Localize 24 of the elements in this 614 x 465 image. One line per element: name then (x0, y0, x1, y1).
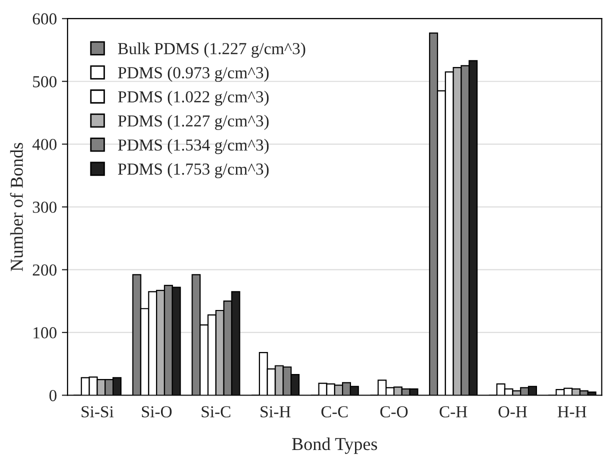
x-tick-label: Si-O (142, 406, 172, 418)
legend-label: PDMS (1.753 g/cm^3) (118, 163, 269, 178)
x-tick-label: Si-C (202, 406, 230, 418)
x-tick-label: C-C (321, 406, 348, 418)
y-axis-title: Number of Bonds (10, 142, 23, 272)
legend-label: PDMS (0.973 g/cm^3) (118, 66, 269, 82)
y-tick-label: 500 (33, 76, 56, 88)
y-tick-label: 300 (32, 202, 56, 213)
x-tick-label: Si-Si (82, 406, 114, 418)
y-tick-label: 100 (34, 327, 56, 338)
x-tick-label: H-H (558, 406, 586, 418)
legend-label: PDMS (1.227 g/cm^3) (118, 114, 269, 130)
x-tick-label: Si-H (260, 406, 291, 418)
y-tick-label: 600 (32, 13, 56, 25)
legend-label: PDMS (1.534 g/cm^3) (118, 138, 269, 154)
x-tick-label: C-O (380, 406, 408, 418)
x-tick-label: O-H (498, 406, 528, 418)
y-tick-label: 400 (32, 138, 56, 150)
x-tick-label: C-H (440, 406, 468, 418)
legend-label: Bulk PDMS (1.227 g/cm^3) (118, 42, 306, 58)
legend-label: PDMS (1.022 g/cm^3) (118, 90, 269, 106)
x-axis-title: Bond Types (292, 437, 378, 454)
y-tick-label: 0 (49, 390, 56, 402)
y-tick-label: 200 (32, 264, 56, 276)
